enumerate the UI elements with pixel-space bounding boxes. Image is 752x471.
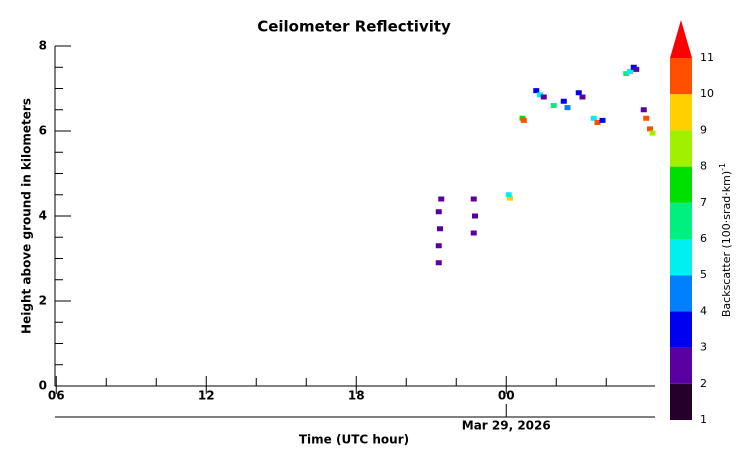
echo-cell bbox=[640, 107, 647, 113]
y-tick-label: 8 bbox=[39, 39, 47, 53]
colorbar-swatch bbox=[670, 58, 692, 95]
colorbar-swatch bbox=[670, 275, 692, 312]
colorbar-label-text: Backscatter (100·srad·km) bbox=[720, 171, 733, 317]
echo-cell bbox=[649, 130, 656, 136]
colorbar-tick-label: 1 bbox=[700, 413, 707, 426]
colorbar-tick-label: 5 bbox=[700, 268, 707, 281]
echo-cell bbox=[437, 226, 443, 232]
echo-cell bbox=[472, 213, 478, 219]
echo-cell bbox=[564, 105, 571, 111]
echo-cell bbox=[507, 195, 513, 201]
echo-cell bbox=[435, 209, 442, 215]
echo-cell bbox=[520, 117, 527, 123]
echo-cell bbox=[470, 196, 477, 202]
colorbar-swatch bbox=[670, 94, 692, 131]
colorbar-label: Backscatter (100·srad·km)-1 bbox=[718, 163, 734, 317]
x-tick-label: 18 bbox=[348, 389, 365, 403]
colorbar-swatch bbox=[670, 130, 692, 167]
colorbar-extend bbox=[670, 20, 692, 58]
echo-cell bbox=[505, 192, 512, 198]
x-tick-label: 12 bbox=[198, 389, 215, 403]
echo-cell bbox=[627, 69, 633, 74]
echo-cell bbox=[540, 94, 547, 100]
echo-cell bbox=[643, 115, 650, 121]
colorbar-tick-label: 9 bbox=[700, 123, 707, 136]
colorbar-swatch bbox=[670, 166, 692, 203]
y-tick-label: 2 bbox=[39, 294, 47, 308]
echo-cell bbox=[435, 260, 442, 266]
echo-cell bbox=[537, 92, 543, 98]
colorbar-swatch bbox=[670, 239, 692, 276]
echo-cell bbox=[599, 117, 606, 123]
echo-cell bbox=[590, 115, 597, 121]
colorbar-tick-label: 11 bbox=[700, 51, 714, 64]
colorbar-tick-label: 4 bbox=[700, 304, 707, 317]
echo-cell bbox=[438, 196, 445, 202]
x-tick-label: 00 bbox=[498, 389, 515, 403]
echo-cell bbox=[533, 88, 540, 94]
y-tick-label: 0 bbox=[39, 379, 47, 393]
colorbar-tick-label: 8 bbox=[700, 160, 707, 173]
echo-cell bbox=[575, 90, 582, 96]
colorbar-swatch bbox=[670, 202, 692, 239]
echo-cell bbox=[470, 230, 477, 236]
chart-title: Ceilometer Reflectivity bbox=[257, 18, 451, 36]
echo-cell bbox=[633, 66, 640, 72]
echo-cell bbox=[647, 126, 653, 132]
colorbar-tick-label: 10 bbox=[700, 87, 714, 100]
colorbar-tick-label: 7 bbox=[700, 196, 707, 209]
colorbar-tick-label: 6 bbox=[700, 232, 707, 245]
echo-cell bbox=[594, 120, 601, 125]
x-axis-label: Time (UTC hour) bbox=[299, 433, 409, 447]
y-tick-label: 6 bbox=[39, 124, 47, 138]
echo-cell bbox=[560, 98, 567, 104]
colorbar-swatch bbox=[670, 311, 692, 348]
colorbar-swatch bbox=[670, 347, 692, 384]
echo-cell bbox=[579, 94, 586, 100]
y-tick-label: 4 bbox=[39, 209, 47, 223]
colorbar-label-exponent: -1 bbox=[718, 163, 727, 171]
echo-cell bbox=[435, 243, 442, 249]
colorbar-tick-label: 3 bbox=[700, 341, 707, 354]
y-axis-label: Height above ground in kilometers bbox=[20, 98, 34, 334]
echo-cell bbox=[550, 103, 557, 108]
colorbar-swatch bbox=[670, 383, 692, 420]
colorbar-tick-label: 2 bbox=[700, 377, 707, 390]
x-tick-label: 06 bbox=[48, 389, 65, 403]
date-label: Mar 29, 2026 bbox=[462, 419, 551, 433]
echo-cell bbox=[623, 71, 630, 77]
